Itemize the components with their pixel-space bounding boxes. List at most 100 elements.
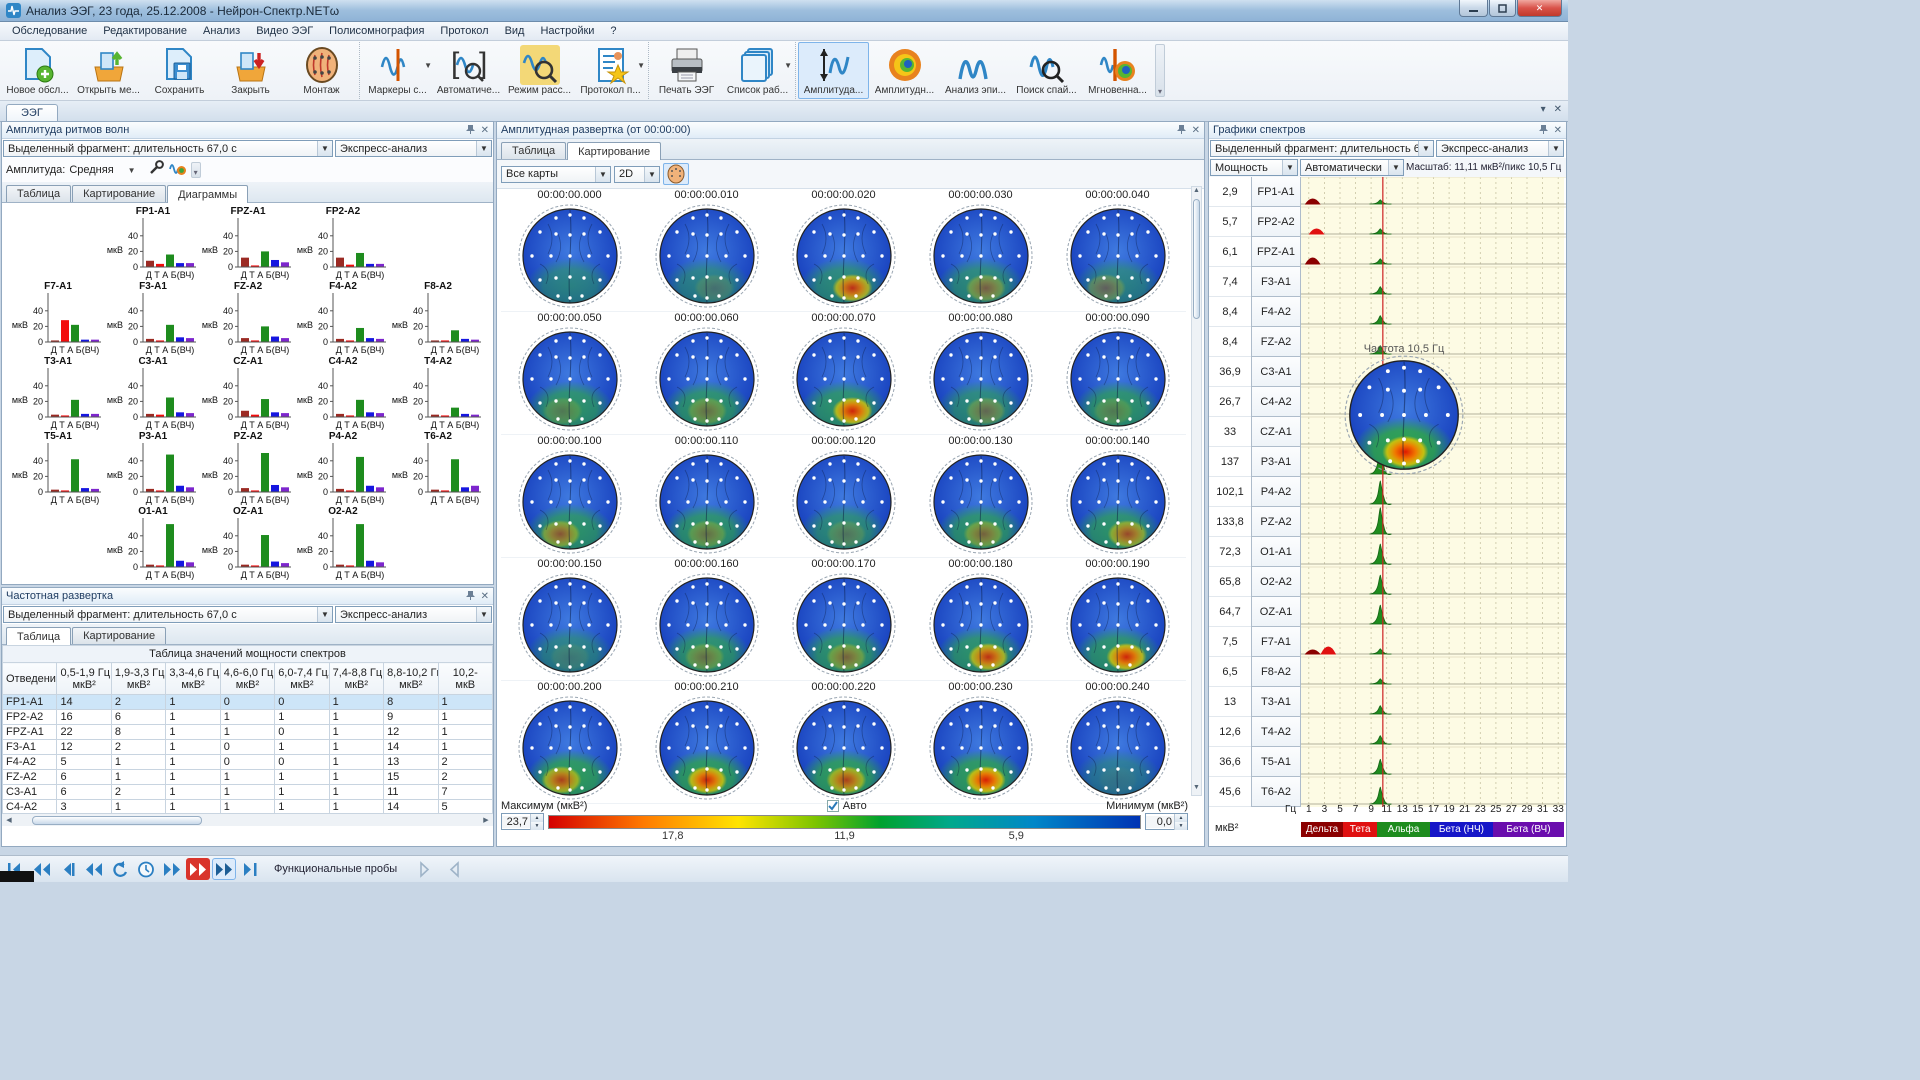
spectrum-channel-PZ-A2[interactable]: PZ-A2 [1251,507,1301,537]
toolbar-button-open-exam[interactable]: Открыть ме... [73,42,144,99]
spectrum-channel-F3-A1[interactable]: F3-A1 [1251,267,1301,297]
brain-map-00:00:00.040[interactable]: 00:00:00.040 [1049,189,1186,312]
toolbar-button-protocol[interactable]: Протокол п... ▼ [575,42,646,99]
spectrum-channel-C4-A2[interactable]: C4-A2 [1251,387,1301,417]
menu-item--[interactable]: ? [610,25,617,37]
maximize-button[interactable] [1489,0,1516,17]
dimension-select[interactable]: 2D ▼ [614,165,660,183]
close-icon[interactable]: ✕ [1191,124,1200,136]
horizontal-scrollbar[interactable]: ◀ ▶ [2,813,493,826]
pin-icon[interactable] [465,590,475,603]
pin-icon[interactable] [1176,124,1186,137]
spectrum-channel-CZ-A1[interactable]: CZ-A1 [1251,417,1301,447]
brain-map-00:00:00.160[interactable]: 00:00:00.160 [638,558,775,681]
vertical-scrollbar[interactable]: ▲ ▼ [1191,186,1202,796]
brain-map-00:00:00.010[interactable]: 00:00:00.010 [638,189,775,312]
toolbar-overflow-button[interactable]: ▾ [1155,44,1165,97]
spectrum-channel-FPZ-A1[interactable]: FPZ-A1 [1251,237,1301,267]
spectra-plot-area[interactable]: Частота 10,5 Гц [1301,177,1566,807]
timer-button[interactable] [134,858,158,880]
table-row-FPZ-A1[interactable]: FPZ-A1 22 8 1 1 0 1 12 1 [2,724,493,740]
spectrum-channel-T3-A1[interactable]: T3-A1 [1251,687,1301,717]
spectrum-channel-FZ-A2[interactable]: FZ-A2 [1251,327,1301,357]
spectrum-channel-F4-A2[interactable]: F4-A2 [1251,297,1301,327]
amplitude-mode-select[interactable]: Средняя ▼ [69,164,136,176]
spectrum-channel-T4-A2[interactable]: T4-A2 [1251,717,1301,747]
spectrum-channel-F7-A1[interactable]: F7-A1 [1251,627,1301,657]
toolbar-button-save[interactable]: Сохранить [144,42,215,99]
toolbar-button-amplitude[interactable]: Амплитуда... [798,42,869,99]
settings-wrench-icon[interactable] [148,160,165,180]
brain-map-00:00:00.020[interactable]: 00:00:00.020 [775,189,912,312]
skip-end-button[interactable] [238,858,262,880]
table-row-C3-A1[interactable]: C3-A1 6 2 1 1 1 1 11 7 [2,784,493,800]
brain-map-00:00:00.000[interactable]: 00:00:00.000 [501,189,638,312]
toolbar-button-wave-m[interactable]: Анализ эпи... [940,42,1011,99]
close-icon[interactable]: ✕ [480,590,489,602]
dropdown-arrow-icon[interactable]: ▼ [424,61,432,70]
brain-map-00:00:00.060[interactable]: 00:00:00.060 [638,312,775,435]
toolbar-button-print[interactable]: Печать ЭЭГ [651,42,722,99]
toolbar-button-review-mode[interactable]: Режим расс... [504,42,575,99]
express-analysis-select[interactable]: Экспресс-анализ ▼ [1436,140,1564,157]
amplitude-tab-2[interactable]: Картирование [72,185,167,202]
mapping-tab-1[interactable]: Таблица [501,142,567,159]
brain-map-00:00:00.210[interactable]: 00:00:00.210 [638,681,775,804]
menu-item-настройки[interactable]: Настройки [540,25,595,37]
table-row-C4-A2[interactable]: C4-A2 3 1 1 1 1 1 14 5 [2,799,493,813]
toolbar-button-new-exam[interactable]: Новое обсл... [2,42,73,99]
spectrum-channel-FP1-A1[interactable]: FP1-A1 [1251,177,1301,207]
auto-checkbox[interactable] [826,799,839,812]
express-analysis-select[interactable]: Экспресс-анализ ▼ [335,140,492,157]
head-view-button[interactable] [663,163,689,185]
brain-map-00:00:00.140[interactable]: 00:00:00.140 [1049,435,1186,558]
frequency-tab-2[interactable]: Картирование [72,627,167,644]
spectrum-channel-C3-A1[interactable]: C3-A1 [1251,357,1301,387]
toolbar-button-montage[interactable]: Монтаж [286,42,357,99]
brain-map-00:00:00.110[interactable]: 00:00:00.110 [638,435,775,558]
pin-icon[interactable] [1538,124,1548,137]
brain-map-00:00:00.130[interactable]: 00:00:00.130 [912,435,1049,558]
menu-item-полисомнография[interactable]: Полисомнография [329,25,425,37]
close-icon[interactable]: ✕ [480,124,489,136]
spectrum-channel-O1-A1[interactable]: O1-A1 [1251,537,1301,567]
minimize-button[interactable] [1459,0,1488,17]
spectrum-channel-P3-A1[interactable]: P3-A1 [1251,447,1301,477]
toolbar-button-worklist[interactable]: Список раб... ▼ [722,42,793,99]
toolbar-button-markers[interactable]: Маркеры с... ▼ [362,42,433,99]
brain-map-00:00:00.080[interactable]: 00:00:00.080 [912,312,1049,435]
menu-item-обследование[interactable]: Обследование [12,25,88,37]
menu-item-анализ[interactable]: Анализ [203,25,241,37]
maps-select[interactable]: Все карты ▼ [501,165,611,183]
brain-map-00:00:00.120[interactable]: 00:00:00.120 [775,435,912,558]
dropdown-arrow-icon[interactable]: ▼ [784,61,792,70]
express-analysis-select[interactable]: Экспресс-анализ ▼ [335,606,492,623]
fast-backward-button[interactable] [30,858,54,880]
brain-map-00:00:00.190[interactable]: 00:00:00.190 [1049,558,1186,681]
auto-scale-select[interactable]: Автоматически ▼ [1300,159,1404,176]
amplitude-tab-1[interactable]: Таблица [6,185,72,202]
reset-button[interactable] [108,858,132,880]
fragment-select[interactable]: Выделенный фрагмент: длительность 67,0 с… [3,606,333,623]
toolbar-button-amp-map[interactable]: Амплитудн... [869,42,940,99]
menu-item-видео-ээг[interactable]: Видео ЭЭГ [256,25,314,37]
power-select[interactable]: Мощность ▼ [1210,159,1298,176]
forward-button[interactable] [160,858,184,880]
close-icon[interactable]: ✕ [1553,124,1562,136]
fast-forward-active-button[interactable] [186,858,210,880]
brain-map-00:00:00.100[interactable]: 00:00:00.100 [501,435,638,558]
menu-item-редактирование[interactable]: Редактирование [103,25,188,37]
spectrum-channel-T6-A2[interactable]: T6-A2 [1251,777,1301,807]
fast-forward-button[interactable] [212,858,236,880]
minimum-spinner[interactable]: 0,0 ▲ ▼ [1145,813,1188,830]
fragment-select[interactable]: Выделенный фрагмент: длительность 67,0 с… [3,140,333,157]
table-row-F4-A2[interactable]: F4-A2 5 1 1 0 0 1 13 2 [2,754,493,770]
table-row-FP2-A2[interactable]: FP2-A2 16 6 1 1 1 1 9 1 [2,709,493,725]
brain-map-00:00:00.230[interactable]: 00:00:00.230 [912,681,1049,804]
toolbar-button-spike-search[interactable]: Поиск спай... [1011,42,1082,99]
close-button[interactable]: ✕ [1517,0,1562,17]
brain-map-00:00:00.070[interactable]: 00:00:00.070 [775,312,912,435]
brain-map-00:00:00.240[interactable]: 00:00:00.240 [1049,681,1186,804]
tab-eeg[interactable]: ЭЭГ [6,104,58,121]
proba-forward-button[interactable] [413,858,437,880]
